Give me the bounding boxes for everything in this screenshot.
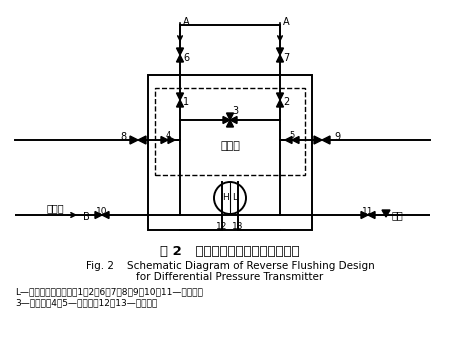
Text: 10: 10 — [96, 207, 108, 216]
Polygon shape — [230, 116, 237, 124]
Text: 五阀组: 五阀组 — [220, 141, 240, 151]
Text: 11: 11 — [362, 207, 374, 216]
Text: H: H — [222, 193, 228, 201]
Polygon shape — [322, 136, 330, 144]
Polygon shape — [102, 211, 109, 218]
Text: L—压力变送器低压侧；1、2、6、7、8、9、10、11—截止阀；: L—压力变送器低压侧；1、2、6、7、8、9、10、11—截止阀； — [15, 287, 203, 296]
Polygon shape — [223, 116, 230, 124]
Polygon shape — [130, 136, 138, 144]
Text: 反冲水: 反冲水 — [46, 203, 64, 213]
Bar — [155, 88, 305, 175]
Polygon shape — [277, 93, 284, 100]
Text: Fig. 2    Schematic Diagram of Reverse Flushing Design: Fig. 2 Schematic Diagram of Reverse Flus… — [86, 261, 374, 271]
Polygon shape — [177, 55, 183, 62]
Text: B: B — [83, 212, 90, 222]
Text: 图 2   差压变送器反冲水设计示意图: 图 2 差压变送器反冲水设计示意图 — [160, 245, 300, 258]
Polygon shape — [368, 211, 375, 218]
Polygon shape — [95, 211, 102, 218]
Polygon shape — [138, 136, 146, 144]
Polygon shape — [277, 55, 284, 62]
Text: 4: 4 — [165, 131, 171, 140]
Polygon shape — [226, 113, 234, 120]
Polygon shape — [361, 211, 368, 218]
Text: 5: 5 — [290, 131, 295, 140]
Polygon shape — [177, 93, 183, 100]
Text: 3—平衡阀；4、5—排污阀；12、13—排污丝堡: 3—平衡阀；4、5—排污阀；12、13—排污丝堡 — [15, 298, 157, 307]
Text: 地漏: 地漏 — [392, 210, 404, 220]
Text: 7: 7 — [283, 53, 289, 63]
Text: A: A — [283, 17, 290, 27]
Polygon shape — [168, 137, 175, 143]
Text: 3: 3 — [232, 105, 238, 115]
Polygon shape — [285, 137, 292, 143]
Text: 1: 1 — [183, 97, 189, 107]
Polygon shape — [277, 100, 284, 107]
Polygon shape — [382, 210, 390, 217]
Text: 6: 6 — [183, 53, 189, 63]
Text: for Differential Pressure Transmitter: for Differential Pressure Transmitter — [136, 272, 324, 282]
Text: 13: 13 — [232, 222, 244, 231]
Text: L: L — [232, 193, 237, 201]
Polygon shape — [161, 137, 168, 143]
Bar — [148, 75, 312, 230]
Text: 12: 12 — [216, 222, 228, 231]
Polygon shape — [177, 100, 183, 107]
Text: 2: 2 — [283, 97, 289, 107]
Polygon shape — [292, 137, 299, 143]
Polygon shape — [177, 48, 183, 55]
Text: 9: 9 — [334, 132, 340, 142]
Polygon shape — [314, 136, 322, 144]
Text: A: A — [183, 17, 189, 27]
Text: 8: 8 — [120, 132, 126, 142]
Polygon shape — [277, 48, 284, 55]
Polygon shape — [226, 120, 234, 127]
